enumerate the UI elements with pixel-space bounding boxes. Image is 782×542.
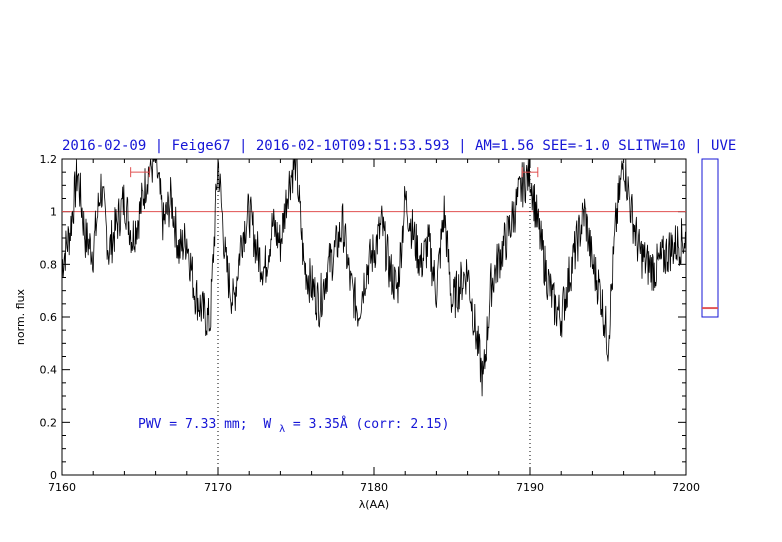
y-tick-label: 1.2 bbox=[40, 153, 58, 166]
x-axis-label: λ(AA) bbox=[359, 498, 389, 511]
x-tick-label: 7190 bbox=[516, 481, 544, 494]
y-tick-label: 0.8 bbox=[40, 258, 58, 271]
y-tick-label: 0 bbox=[50, 469, 57, 482]
y-tick-labels: 0 0.2 0.4 0.6 0.8 1 1.2 bbox=[40, 153, 58, 482]
y-tick-label: 0.2 bbox=[40, 416, 58, 429]
w-subscript: λ bbox=[279, 424, 285, 435]
error-markers bbox=[130, 167, 539, 178]
x-tick-label: 7170 bbox=[204, 481, 232, 494]
w-symbol: W bbox=[263, 417, 271, 432]
inset-markers bbox=[702, 307, 718, 310]
x-tick-label: 7160 bbox=[48, 481, 76, 494]
inset-panel bbox=[701, 158, 719, 318]
spectrum-line bbox=[61, 158, 687, 397]
x-tick-label: 7180 bbox=[360, 481, 388, 494]
chart-title: 2016-02-09 | Feige67 | 2016-02-10T09:51:… bbox=[62, 138, 736, 154]
y-tick-label: 0.4 bbox=[40, 364, 58, 377]
y-axis-label: norm. flux bbox=[14, 288, 27, 345]
x-tick-label: 7200 bbox=[672, 481, 700, 494]
w-value: = 3.35Å (corr: 2.15) bbox=[293, 416, 450, 432]
pwv-text: PWV = 7.33 mm; bbox=[138, 417, 248, 432]
y-tick-label: 0.6 bbox=[40, 311, 58, 324]
y-tick-label: 1 bbox=[50, 206, 57, 219]
x-axis-ticks bbox=[61, 159, 687, 475]
x-tick-labels: 7160 7170 7180 7190 7200 bbox=[48, 481, 700, 494]
pwv-annotation: PWV = 7.33 mm; W λ = 3.35Å (corr: 2.15) bbox=[138, 416, 449, 436]
